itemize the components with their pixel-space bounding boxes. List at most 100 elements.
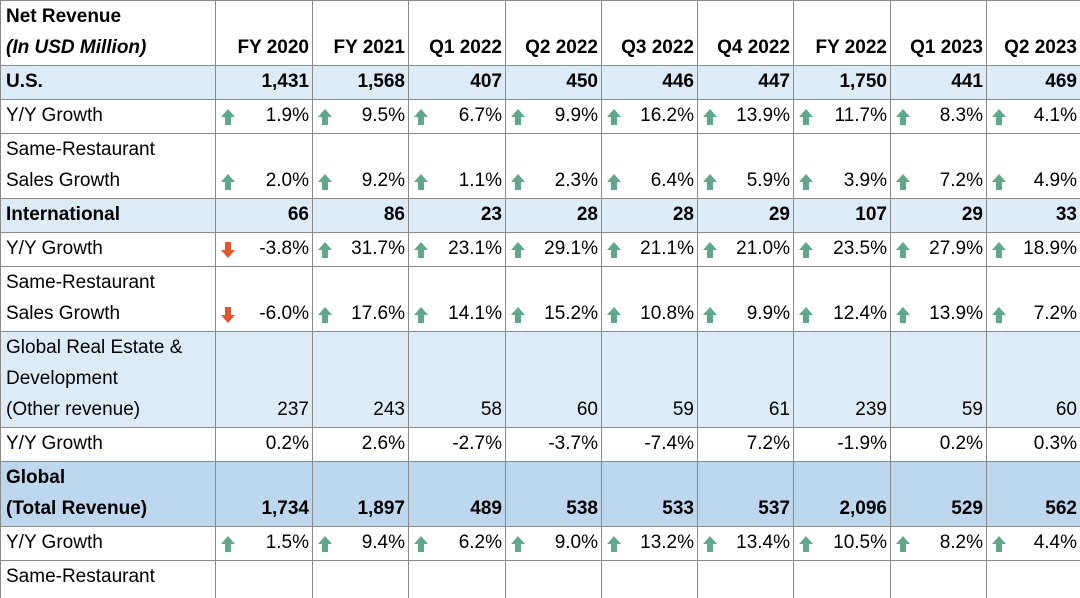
trend-arrow <box>221 109 235 125</box>
trend-arrow <box>511 174 525 190</box>
value-cell: 6.9% <box>601 560 698 598</box>
value-cell: 11.7% <box>793 99 891 134</box>
cell-value: 1,431 <box>261 71 309 92</box>
value-cell: 1,897 <box>312 461 409 527</box>
cell-value: 17.6% <box>351 303 405 324</box>
value-cell: 10.5% <box>793 526 891 561</box>
cell-value: 33 <box>1055 204 1077 225</box>
cell-value: 243 <box>373 399 405 420</box>
table-row: Same-Restaurant Sales Growth1.2%10.0%2.4… <box>0 560 1080 598</box>
cell-value: 1.9% <box>265 105 309 126</box>
arrow-shape <box>799 174 813 190</box>
cell-value: 60 <box>1055 399 1077 420</box>
value-cell: 8.2% <box>890 526 987 561</box>
value-cell: 446 <box>601 65 698 100</box>
value-cell: -3.7% <box>505 427 602 462</box>
trend-arrow <box>992 307 1006 323</box>
cell-value: 2.3% <box>554 170 598 191</box>
cell-value: 6.7% <box>458 105 502 126</box>
value-cell: 0.2% <box>215 427 313 462</box>
row-label: Same-Restaurant Sales Growth <box>0 560 216 598</box>
arrow-shape <box>607 109 621 125</box>
cell-value: 7.2% <box>1033 303 1077 324</box>
trend-arrow <box>221 242 235 258</box>
cell-value: 446 <box>662 71 694 92</box>
cell-value: 86 <box>383 204 405 225</box>
value-cell: 13.4% <box>697 526 794 561</box>
arrow-shape <box>221 109 235 125</box>
arrow-shape <box>607 242 621 258</box>
trend-arrow <box>318 536 332 552</box>
cell-value: 15.2% <box>544 303 598 324</box>
value-cell: 66 <box>215 198 313 233</box>
column-header: Q1 2023 <box>890 0 987 66</box>
cell-value: 8.2% <box>939 532 983 553</box>
value-cell: 59 <box>890 331 987 428</box>
value-cell: 5.9% <box>697 133 794 199</box>
trend-arrow <box>414 307 428 323</box>
value-cell: 5.1% <box>986 560 1080 598</box>
value-cell: 2.0% <box>215 133 313 199</box>
arrow-shape <box>896 307 910 323</box>
header-title-cell: Net Revenue (In USD Million) <box>0 0 216 66</box>
table-row: International 66 86 23 28 28 29 107 29 33 <box>0 198 1080 233</box>
cell-value: 21.0% <box>736 238 790 259</box>
arrow-shape <box>799 536 813 552</box>
value-cell: -7.4% <box>601 427 698 462</box>
arrow-shape <box>511 307 525 323</box>
table-row: Y/Y Growth 1.5% 9.4% 6.2% 9.0% 13.2% 13.4% 10.5… <box>0 526 1080 561</box>
trend-arrow <box>607 242 621 258</box>
arrow-shape <box>703 536 717 552</box>
cell-value: -3.7% <box>548 433 598 454</box>
value-cell: 2.6% <box>312 427 409 462</box>
trend-arrow <box>414 174 428 190</box>
cell-value: 13.4% <box>736 532 790 553</box>
value-cell: -3.8% <box>215 232 313 267</box>
cell-value: 66 <box>287 204 309 225</box>
cell-value: 1,568 <box>357 71 405 92</box>
trend-arrow <box>414 242 428 258</box>
value-cell: 7.2% <box>986 266 1080 332</box>
cell-value: 29 <box>768 204 790 225</box>
value-cell: 61 <box>697 331 794 428</box>
arrow-shape <box>992 174 1006 190</box>
value-cell: 450 <box>505 65 602 100</box>
cell-value: 6.2% <box>458 532 502 553</box>
table-row: Same-Restaurant Sales Growth -6.0% 17.6% 14… <box>0 266 1080 332</box>
cell-value: 59 <box>961 399 983 420</box>
cell-value: 1,750 <box>839 71 887 92</box>
value-cell: 21.0% <box>697 232 794 267</box>
value-cell: 21.1% <box>601 232 698 267</box>
cell-value: 23 <box>480 204 502 225</box>
value-cell: 60 <box>505 331 602 428</box>
trend-arrow <box>607 109 621 125</box>
row-label: Y/Y Growth <box>0 427 216 462</box>
arrow-shape <box>703 109 717 125</box>
arrow-shape <box>221 174 235 190</box>
row-label: Y/Y Growth <box>0 232 216 267</box>
cell-value: -7.4% <box>644 433 694 454</box>
value-cell: 1,750 <box>793 65 891 100</box>
cell-value: 16.2% <box>640 105 694 126</box>
cell-value: 27.9% <box>929 238 983 259</box>
trend-arrow <box>511 536 525 552</box>
cell-value: 1,897 <box>357 498 405 519</box>
cell-value: -1.9% <box>837 433 887 454</box>
trend-arrow <box>511 109 525 125</box>
cell-value: 237 <box>277 399 309 420</box>
trend-arrow <box>896 536 910 552</box>
value-cell: 13.9% <box>697 99 794 134</box>
cell-value: 469 <box>1045 71 1077 92</box>
cell-value: 9.5% <box>361 105 405 126</box>
arrow-shape <box>703 174 717 190</box>
cell-value: 2.0% <box>265 170 309 191</box>
trend-arrow <box>799 109 813 125</box>
value-cell: 23.5% <box>793 232 891 267</box>
value-cell: 23.1% <box>408 232 506 267</box>
trend-arrow <box>992 109 1006 125</box>
arrow-shape <box>992 307 1006 323</box>
cell-value: 4.1% <box>1033 105 1077 126</box>
arrow-shape <box>318 307 332 323</box>
trend-arrow <box>221 174 235 190</box>
trend-arrow <box>992 174 1006 190</box>
